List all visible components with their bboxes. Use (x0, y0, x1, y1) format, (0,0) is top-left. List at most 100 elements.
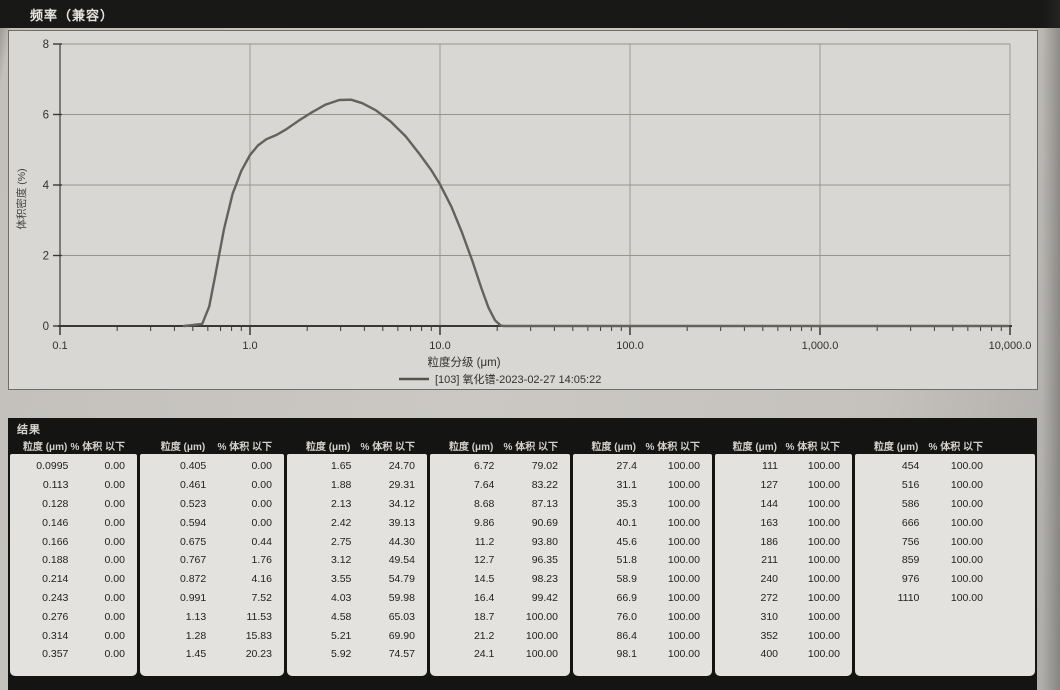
size-value: 7.64 (473, 479, 495, 492)
size-value: 976 (901, 573, 920, 586)
column-body: 111 100.00 127 100.00 144 100.00 163 100.00 186 1… (715, 454, 852, 676)
size-value: 1.65 (330, 460, 352, 473)
size-value: 16.4 (473, 591, 495, 604)
table-row: 666 100.00 (855, 513, 995, 532)
y-tick-label: 0 (43, 321, 49, 333)
table-row: 31.1 100.00 (573, 476, 712, 495)
percent-under-value: 100.00 (950, 460, 983, 473)
percent-under-value: 100.00 (807, 610, 840, 623)
column-header-row: 粒度 (μm) % 体积 以下 (855, 437, 995, 454)
percent-under-value: 0.00 (104, 629, 125, 642)
column-body: 454 100.00 516 100.00 586 100.00 666 100.00 756 1… (855, 454, 1035, 676)
size-value: 0.405 (179, 460, 207, 473)
y-tick-label: 2 (43, 251, 49, 263)
column-header-row: 粒度 (μm) % 体积 以下 (140, 437, 284, 454)
percent-under-value: 100.00 (807, 573, 840, 586)
table-row: 400 100.00 (715, 645, 852, 664)
table-column-group: 粒度 (μm)% 体积 以下 0.0995 0.00 0.113 0.00 0.128 0.… (10, 437, 137, 690)
table-row: 14.5 98.23 (430, 570, 570, 589)
percent-column-header: % 体积 以下 (70, 442, 125, 453)
percent-under-value: 29.31 (388, 479, 415, 492)
size-value: 1.13 (185, 610, 207, 623)
x-tick-label: 100.0 (616, 340, 644, 352)
size-value: 111 (762, 460, 779, 473)
y-tick-label: 6 (43, 110, 49, 122)
percent-under-value: 59.98 (388, 591, 415, 604)
percent-under-value: 0.00 (251, 516, 272, 529)
size-value: 6.72 (473, 460, 495, 473)
table-row: 2.75 44.30 (287, 532, 427, 551)
size-value: 12.7 (473, 554, 495, 567)
column-header-row: 粒度 (μm) % 体积 以下 (573, 437, 712, 454)
size-value: 756 (901, 535, 920, 548)
table-row: 8.68 87.13 (430, 495, 570, 514)
table-column-group: 粒度 (μm) % 体积 以下 1.65 24.70 1.88 29.31 2.13 34.1… (287, 437, 427, 690)
percent-column-header: % 体积 以下 (217, 442, 272, 453)
table-row: 186 100.00 (715, 532, 852, 551)
size-value: 11.2 (474, 535, 495, 548)
size-value: 272 (760, 591, 779, 604)
percent-under-value: 100.00 (807, 516, 840, 529)
table-row: 586 100.00 (855, 495, 995, 514)
table-row: 756 100.00 (855, 532, 995, 551)
size-value: 1.45 (185, 648, 207, 661)
size-column-header: 粒度 (μm) (305, 442, 351, 453)
column-header-row: 粒度 (μm) % 体积 以下 (430, 437, 570, 454)
table-row: 0.276 0.00 (10, 607, 137, 626)
y-tick-label: 4 (43, 180, 50, 192)
table-row: 5.21 69.90 (287, 626, 427, 645)
size-value: 1110 (897, 591, 920, 604)
table-row: 16.4 99.42 (430, 589, 570, 608)
percent-under-value: 0.44 (251, 535, 272, 548)
size-value: 400 (760, 648, 779, 661)
column-body: 0.405 0.00 0.461 0.00 0.523 0.00 0.594 0.00 0.67… (140, 454, 284, 676)
percent-under-value: 0.00 (104, 648, 125, 661)
x-tick-label: 10,000.0 (989, 340, 1032, 352)
percent-under-value: 11.53 (246, 610, 272, 623)
table-row: 163 100.00 (715, 513, 852, 532)
percent-column-header: % 体积 以下 (785, 442, 840, 453)
size-value: 454 (901, 460, 920, 473)
size-value: 5.21 (330, 629, 352, 642)
table-row: 12.7 96.35 (430, 551, 570, 570)
size-column-header: 粒度 (μm) (591, 442, 636, 453)
percent-under-value: 24.70 (388, 460, 415, 473)
table-row: 9.86 90.69 (430, 513, 570, 532)
size-value: 144 (760, 497, 779, 510)
table-row: 3.12 49.54 (287, 551, 427, 570)
percent-under-value: 100.00 (667, 573, 700, 586)
percent-column-header: % 体积 以下 (928, 442, 983, 453)
table-row: 1.13 11.53 (140, 607, 284, 626)
table-row: 1.45 20.23 (140, 645, 284, 664)
size-value: 76.0 (616, 610, 637, 623)
table-row: 859 100.00 (855, 551, 995, 570)
table-row: 111 100.00 (715, 457, 852, 476)
size-value: 51.8 (616, 554, 637, 567)
table-row: 0.113 0.00 (10, 476, 137, 495)
table-row: 66.9 100.00 (573, 589, 712, 608)
particle-size-frequency-chart: 0 2 4 6 8 0.1 1.0 10.0 100.0 1,000.0 10,000.0 体积密度 … (15, 39, 1032, 386)
table-row: 272 100.00 (715, 589, 852, 608)
section-title: 频率（兼容） (30, 7, 115, 23)
percent-under-value: 0.00 (104, 610, 125, 623)
percent-under-value: 100.00 (525, 629, 558, 642)
column-body: 0.0995 0.00 0.113 0.00 0.128 0.00 0.146 0.00 0.1… (10, 454, 137, 676)
size-value: 24.1 (473, 648, 495, 661)
size-value: 3.55 (330, 573, 352, 586)
percent-under-value: 65.03 (388, 610, 415, 623)
size-value: 4.58 (330, 610, 352, 623)
size-value: 0.675 (179, 535, 207, 548)
size-column-header: 粒度 (μm) (160, 442, 206, 453)
percent-under-value: 0.00 (104, 573, 125, 586)
size-value: 1.88 (330, 479, 352, 492)
table-row: 310 100.00 (715, 607, 852, 626)
size-value: 18.7 (473, 610, 495, 623)
table-row: 0.243 0.00 (10, 589, 137, 608)
size-value: 240 (760, 573, 779, 586)
percent-under-value: 100.00 (950, 591, 983, 604)
results-table-panel: 结果 粒度 (μm)% 体积 以下 0.0995 0.00 0.113 0.00 0.12… (8, 418, 1037, 690)
size-value: 35.3 (616, 497, 637, 510)
percent-under-value: 100.00 (525, 648, 558, 661)
table-row: 0.461 0.00 (140, 476, 284, 495)
size-value: 98.1 (616, 648, 637, 661)
